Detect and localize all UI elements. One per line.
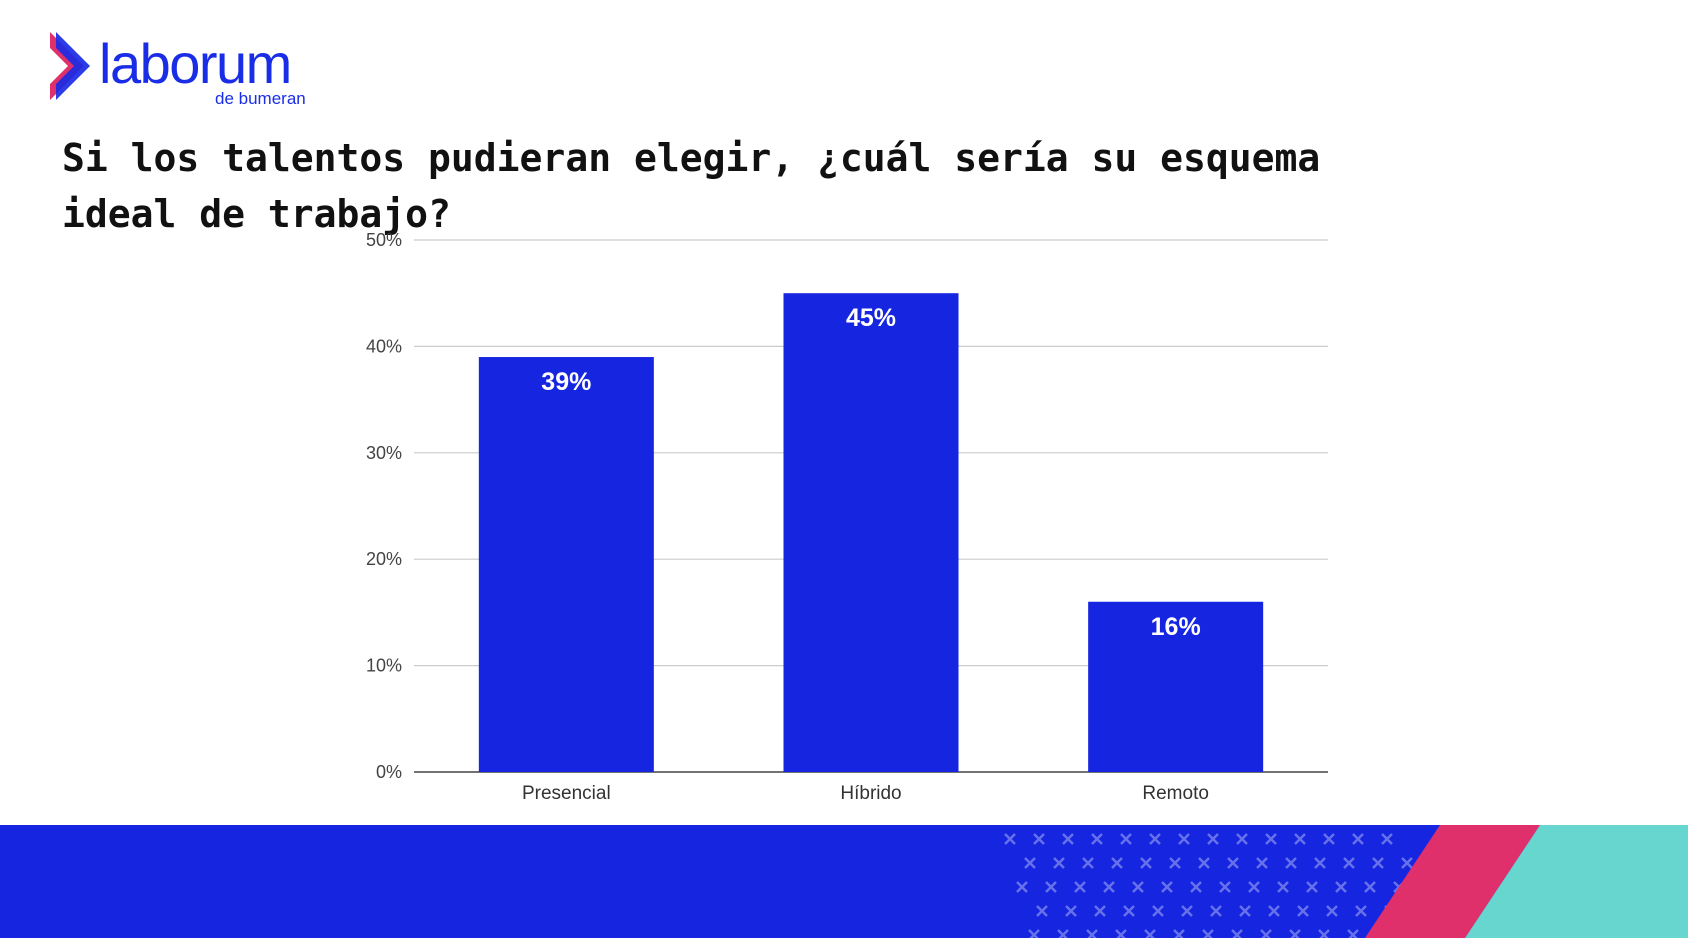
- cross-mark: [1202, 929, 1214, 938]
- cross-mark: [1306, 881, 1318, 893]
- footer-pink-stripe: [1365, 825, 1540, 938]
- cross-mark: [1181, 905, 1193, 917]
- cross-mark: [1219, 881, 1231, 893]
- cross-mark: [1285, 857, 1297, 869]
- footer-banner: [0, 825, 1688, 938]
- cross-mark: [1277, 881, 1289, 893]
- cross-mark: [1178, 833, 1190, 845]
- cross-mark: [1086, 929, 1098, 938]
- logo-subtitle: de bumeran: [215, 89, 306, 108]
- y-tick-label: 10%: [366, 656, 402, 676]
- cross-mark: [1364, 881, 1376, 893]
- cross-mark: [1265, 833, 1277, 845]
- cross-mark: [1173, 929, 1185, 938]
- cross-mark: [1094, 905, 1106, 917]
- bar-value-label: 45%: [846, 304, 896, 332]
- cross-mark: [1297, 905, 1309, 917]
- cross-mark: [1355, 905, 1367, 917]
- cross-mark: [1074, 881, 1086, 893]
- y-tick-label: 0%: [376, 762, 402, 782]
- cross-mark: [1024, 857, 1036, 869]
- cross-mark: [1149, 833, 1161, 845]
- cross-mark: [1123, 905, 1135, 917]
- cross-mark: [1210, 905, 1222, 917]
- cross-mark: [1028, 929, 1040, 938]
- cross-mark: [1140, 857, 1152, 869]
- cross-mark: [1120, 833, 1132, 845]
- decorative-cross-pattern: [1004, 833, 1413, 938]
- cross-mark: [1239, 905, 1251, 917]
- bar-value-label: 16%: [1151, 613, 1201, 641]
- cross-mark: [1161, 881, 1173, 893]
- cross-mark: [1294, 833, 1306, 845]
- bar: [783, 293, 959, 772]
- cross-mark: [1103, 881, 1115, 893]
- y-tick-label: 20%: [366, 549, 402, 569]
- cross-mark: [1289, 929, 1301, 938]
- cross-mark: [1268, 905, 1280, 917]
- cross-mark: [1057, 929, 1069, 938]
- cross-mark: [1231, 929, 1243, 938]
- cross-mark: [1343, 857, 1355, 869]
- cross-mark: [1144, 929, 1156, 938]
- cross-mark: [1152, 905, 1164, 917]
- cross-mark: [1323, 833, 1335, 845]
- cross-mark: [1381, 833, 1393, 845]
- cross-mark: [1236, 833, 1248, 845]
- cross-mark: [1318, 929, 1330, 938]
- laborum-logo: laborum de bumeran: [46, 30, 346, 110]
- x-tick-label: Híbrido: [840, 783, 901, 804]
- cross-mark: [1198, 857, 1210, 869]
- cross-mark: [1372, 857, 1384, 869]
- cross-mark: [1045, 881, 1057, 893]
- cross-mark: [1260, 929, 1272, 938]
- bar: [1088, 601, 1264, 772]
- cross-mark: [1115, 929, 1127, 938]
- cross-mark: [1335, 881, 1347, 893]
- x-tick-label: Remoto: [1142, 783, 1209, 804]
- page-title: Si los talentos pudieran elegir, ¿cuál s…: [62, 136, 1321, 236]
- cross-mark: [1248, 881, 1260, 893]
- cross-mark: [1111, 857, 1123, 869]
- cross-mark: [1016, 881, 1028, 893]
- cross-mark: [1062, 833, 1074, 845]
- cross-mark: [1065, 905, 1077, 917]
- cross-mark: [1401, 857, 1413, 869]
- cross-mark: [1033, 833, 1045, 845]
- cross-mark: [1036, 905, 1048, 917]
- cross-mark: [1053, 857, 1065, 869]
- cross-mark: [1326, 905, 1338, 917]
- y-tick-label: 50%: [366, 230, 402, 250]
- bar-chart: 0% 10% 20% 30% 40% 50% 39% Presencial 45% Híbrido…: [366, 230, 1328, 804]
- cross-mark: [1352, 833, 1364, 845]
- y-tick-label: 30%: [366, 443, 402, 463]
- y-tick-label: 40%: [366, 336, 402, 356]
- bar: [478, 357, 654, 772]
- footer-teal-stripe: [1465, 825, 1688, 938]
- x-tick-label: Presencial: [522, 783, 611, 804]
- cross-mark: [1207, 833, 1219, 845]
- logo-wordmark: laborum: [99, 32, 292, 95]
- cross-mark: [1190, 881, 1202, 893]
- cross-mark: [1169, 857, 1181, 869]
- cross-mark: [1347, 929, 1359, 938]
- cross-mark: [1091, 833, 1103, 845]
- bar-value-label: 39%: [541, 368, 591, 396]
- cross-mark: [1256, 857, 1268, 869]
- cross-mark: [1082, 857, 1094, 869]
- cross-mark: [1132, 881, 1144, 893]
- cross-mark: [1227, 857, 1239, 869]
- cross-mark: [1004, 833, 1016, 845]
- cross-mark: [1314, 857, 1326, 869]
- chevron-logo-icon: [50, 32, 90, 100]
